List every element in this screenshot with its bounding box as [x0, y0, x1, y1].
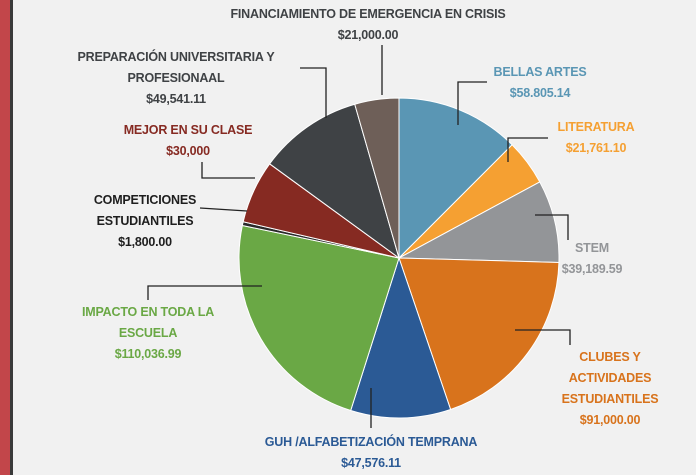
leader-line: [457, 81, 487, 125]
value-label: $91,000.00: [579, 413, 641, 427]
category-label: COMPETICIONES ESTUDIANTILES: [93, 193, 197, 228]
pie-slice: [238, 224, 400, 412]
pie-slice: [398, 97, 513, 260]
slice-label: LITERATURA $21,761.10: [536, 117, 656, 159]
pie-slice: [268, 103, 400, 260]
slice-label: IMPACTO EN TODA LA ESCUELA $110,036.99: [78, 302, 218, 365]
leader-line: [199, 207, 248, 212]
value-label: $21,000.00: [337, 28, 399, 42]
category-label: PREPARACIÓN UNIVERSITARIA Y PROFESIONAAL: [77, 50, 275, 85]
leader-line: [515, 329, 571, 345]
pie-slice: [354, 97, 400, 259]
leader-line: [300, 67, 327, 118]
leader-line: [201, 162, 255, 179]
side-strip: [0, 0, 10, 475]
category-label: BELLAS ARTES: [493, 65, 587, 79]
value-label: $30,000: [166, 144, 210, 158]
value-label: $110,036.99: [114, 347, 182, 361]
category-label: MEJOR EN SU CLASE: [123, 123, 253, 137]
value-label: $1,800.00: [118, 235, 172, 249]
slice-label: MEJOR EN SU CLASE $30,000: [108, 120, 268, 162]
value-label: $39,189.59: [561, 262, 623, 276]
value-label: $21,761.10: [565, 141, 627, 155]
category-label: LITERATURA: [557, 120, 635, 134]
category-label: IMPACTO EN TODA LA ESCUELA: [81, 305, 215, 340]
pie-slice: [350, 256, 452, 419]
leader-line: [147, 285, 262, 300]
value-label: $47,576.11: [341, 456, 401, 470]
pie-slice: [398, 257, 560, 411]
leader-line: [535, 214, 569, 240]
value-label: $58.805.14: [509, 86, 571, 100]
category-label: STEM: [575, 241, 609, 255]
side-edge: [10, 0, 13, 475]
slice-label: CLUBES Y ACTIVIDADES ESTUDIANTILES $91,00…: [553, 347, 668, 431]
slice-label: STEM $39,189.59: [532, 238, 652, 280]
category-label: CLUBES Y ACTIVIDADES ESTUDIANTILES: [561, 350, 659, 406]
category-label: FINANCIAMIENTO DE EMERGENCIA EN CRISIS: [230, 7, 506, 21]
slice-label: BELLAS ARTES $58.805.14: [470, 62, 610, 104]
category-label: GUH /ALFABETIZACIÓN TEMPRANA: [264, 435, 478, 449]
slice-label: COMPETICIONES ESTUDIANTILES $1,800.00: [80, 190, 210, 253]
slice-label: GUH /ALFABETIZACIÓN TEMPRANA $47,576.11: [221, 432, 521, 474]
slice-label: FINANCIAMIENTO DE EMERGENCIA EN CRISIS $2…: [208, 4, 528, 46]
slice-label: PREPARACIÓN UNIVERSITARIA Y PROFESIONAAL…: [62, 47, 290, 110]
leader-line: [507, 137, 548, 162]
value-label: $49,541.11: [146, 92, 206, 106]
